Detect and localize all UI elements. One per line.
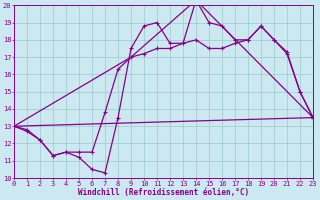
X-axis label: Windchill (Refroidissement éolien,°C): Windchill (Refroidissement éolien,°C): [78, 188, 249, 197]
